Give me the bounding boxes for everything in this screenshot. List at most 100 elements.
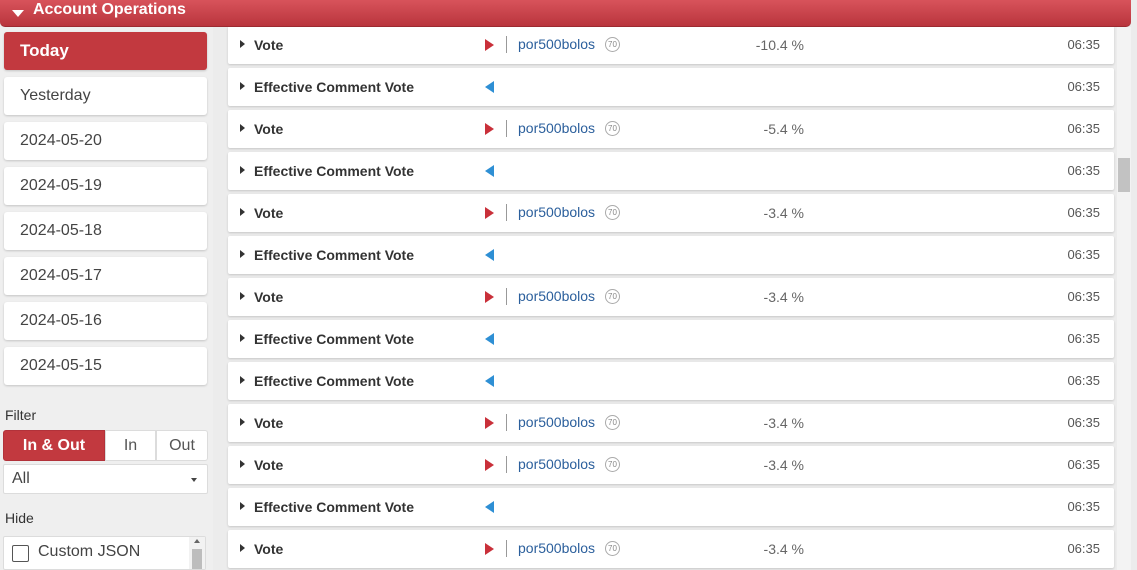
expand-caret-icon[interactable] <box>240 124 245 132</box>
operation-time: 06:35 <box>1067 163 1100 178</box>
divider <box>506 414 507 431</box>
dropdown-arrow-icon <box>191 478 197 482</box>
expand-caret-icon[interactable] <box>240 502 245 510</box>
vote-weight: -3.4 % <box>763 205 804 221</box>
operation-type-select[interactable]: All <box>3 464 208 494</box>
reputation-badge: 70 <box>605 541 620 556</box>
divider <box>506 36 507 53</box>
outgoing-arrow-icon <box>485 543 494 555</box>
voter-link[interactable]: por500bolos <box>518 36 596 52</box>
operation-row[interactable]: Vote por500bolos 70 -10.4 % 06:35 <box>228 27 1114 64</box>
incoming-arrow-icon <box>485 501 494 513</box>
operation-type: Effective Comment Vote <box>254 247 414 263</box>
filter-tab-in-out[interactable]: In & Out <box>3 430 105 461</box>
operation-row[interactable]: Effective Comment Vote 06:35 <box>228 236 1114 274</box>
day-2024-05-17[interactable]: 2024-05-17 <box>4 257 207 295</box>
operation-type: Vote <box>254 457 284 473</box>
operation-row[interactable]: Vote por500bolos 70 -3.4 % 06:35 <box>228 530 1114 568</box>
operation-row[interactable]: Vote por500bolos 70 -3.4 % 06:35 <box>228 278 1114 316</box>
day-2024-05-20[interactable]: 2024-05-20 <box>4 122 207 160</box>
operation-type: Effective Comment Vote <box>254 79 414 95</box>
custom-json-label: Custom JSON <box>38 543 141 560</box>
page-scrollbar-track[interactable] <box>1117 27 1131 570</box>
filter-tab-in[interactable]: In <box>105 430 156 461</box>
expand-caret-icon[interactable] <box>240 250 245 258</box>
day-2024-05-18[interactable]: 2024-05-18 <box>4 212 207 250</box>
operation-type: Vote <box>254 205 284 221</box>
header-title: Account Operations <box>33 1 186 18</box>
operation-type: Effective Comment Vote <box>254 499 414 515</box>
voter-link[interactable]: por500bolos <box>518 540 596 556</box>
day-today[interactable]: Today <box>4 32 207 70</box>
day-yesterday[interactable]: Yesterday <box>4 77 207 115</box>
custom-json-checkbox[interactable] <box>12 545 29 562</box>
page-scrollbar-thumb[interactable] <box>1118 158 1130 192</box>
operation-row[interactable]: Effective Comment Vote 06:35 <box>228 488 1114 526</box>
expand-caret-icon[interactable] <box>240 292 245 300</box>
outgoing-arrow-icon <box>485 39 494 51</box>
divider <box>506 456 507 473</box>
outgoing-arrow-icon <box>485 459 494 471</box>
operation-row[interactable]: Vote por500bolos 70 -3.4 % 06:35 <box>228 404 1114 442</box>
vote-weight: -3.4 % <box>763 415 804 431</box>
expand-caret-icon[interactable] <box>240 40 245 48</box>
operation-time: 06:35 <box>1067 457 1100 472</box>
collapse-caret-icon[interactable] <box>12 9 24 17</box>
operations-list: Vote por500bolos 70 -10.4 % 06:35 Effective C… <box>216 27 1137 570</box>
day-2024-05-16[interactable]: 2024-05-16 <box>4 302 207 340</box>
filter-label: Filter <box>5 407 37 423</box>
operation-type: Vote <box>254 289 284 305</box>
operation-row[interactable]: Vote por500bolos 70 -5.4 % 06:35 <box>228 110 1114 148</box>
expand-caret-icon[interactable] <box>240 418 245 426</box>
expand-caret-icon[interactable] <box>240 334 245 342</box>
sidebar: Today Yesterday 2024-05-20 2024-05-19 20… <box>0 27 213 570</box>
voter-link[interactable]: por500bolos <box>518 414 596 430</box>
incoming-arrow-icon <box>485 333 494 345</box>
operation-type: Vote <box>254 121 284 137</box>
operation-row[interactable]: Effective Comment Vote 06:35 <box>228 362 1114 400</box>
operation-row[interactable]: Effective Comment Vote 06:35 <box>228 152 1114 190</box>
expand-caret-icon[interactable] <box>240 82 245 90</box>
operation-type: Effective Comment Vote <box>254 331 414 347</box>
expand-caret-icon[interactable] <box>240 544 245 552</box>
outgoing-arrow-icon <box>485 123 494 135</box>
operation-type: Vote <box>254 541 284 557</box>
expand-caret-icon[interactable] <box>240 166 245 174</box>
operation-time: 06:35 <box>1067 289 1100 304</box>
operation-type-value: All <box>12 470 30 487</box>
account-operations-header[interactable]: Account Operations <box>0 0 1131 27</box>
outgoing-arrow-icon <box>485 291 494 303</box>
voter-link[interactable]: por500bolos <box>518 204 596 220</box>
reputation-badge: 70 <box>605 205 620 220</box>
scroll-up-icon[interactable] <box>194 539 200 543</box>
reputation-badge: 70 <box>605 415 620 430</box>
vote-weight: -10.4 % <box>755 37 804 53</box>
operation-row[interactable]: Effective Comment Vote 06:35 <box>228 320 1114 358</box>
outgoing-arrow-icon <box>485 207 494 219</box>
operation-time: 06:35 <box>1067 247 1100 262</box>
incoming-arrow-icon <box>485 375 494 387</box>
reputation-badge: 70 <box>605 457 620 472</box>
expand-caret-icon[interactable] <box>240 460 245 468</box>
day-2024-05-15[interactable]: 2024-05-15 <box>4 347 207 385</box>
day-2024-05-19[interactable]: 2024-05-19 <box>4 167 207 205</box>
operation-time: 06:35 <box>1067 499 1100 514</box>
filter-tab-out[interactable]: Out <box>156 430 208 461</box>
voter-link[interactable]: por500bolos <box>518 120 596 136</box>
hide-list-scrollbar[interactable] <box>189 537 205 569</box>
voter-link[interactable]: por500bolos <box>518 456 596 472</box>
hide-options-list: Custom JSON <box>3 536 206 570</box>
reputation-badge: 70 <box>605 121 620 136</box>
divider <box>506 120 507 137</box>
operation-type: Vote <box>254 415 284 431</box>
operation-row[interactable]: Vote por500bolos 70 -3.4 % 06:35 <box>228 194 1114 232</box>
expand-caret-icon[interactable] <box>240 208 245 216</box>
voter-link[interactable]: por500bolos <box>518 288 596 304</box>
hide-list-scroll-thumb[interactable] <box>192 549 202 569</box>
operation-row[interactable]: Effective Comment Vote 06:35 <box>228 68 1114 106</box>
vote-weight: -5.4 % <box>763 121 804 137</box>
divider <box>506 204 507 221</box>
operation-row[interactable]: Vote por500bolos 70 -3.4 % 06:35 <box>228 446 1114 484</box>
operation-type: Effective Comment Vote <box>254 163 414 179</box>
expand-caret-icon[interactable] <box>240 376 245 384</box>
